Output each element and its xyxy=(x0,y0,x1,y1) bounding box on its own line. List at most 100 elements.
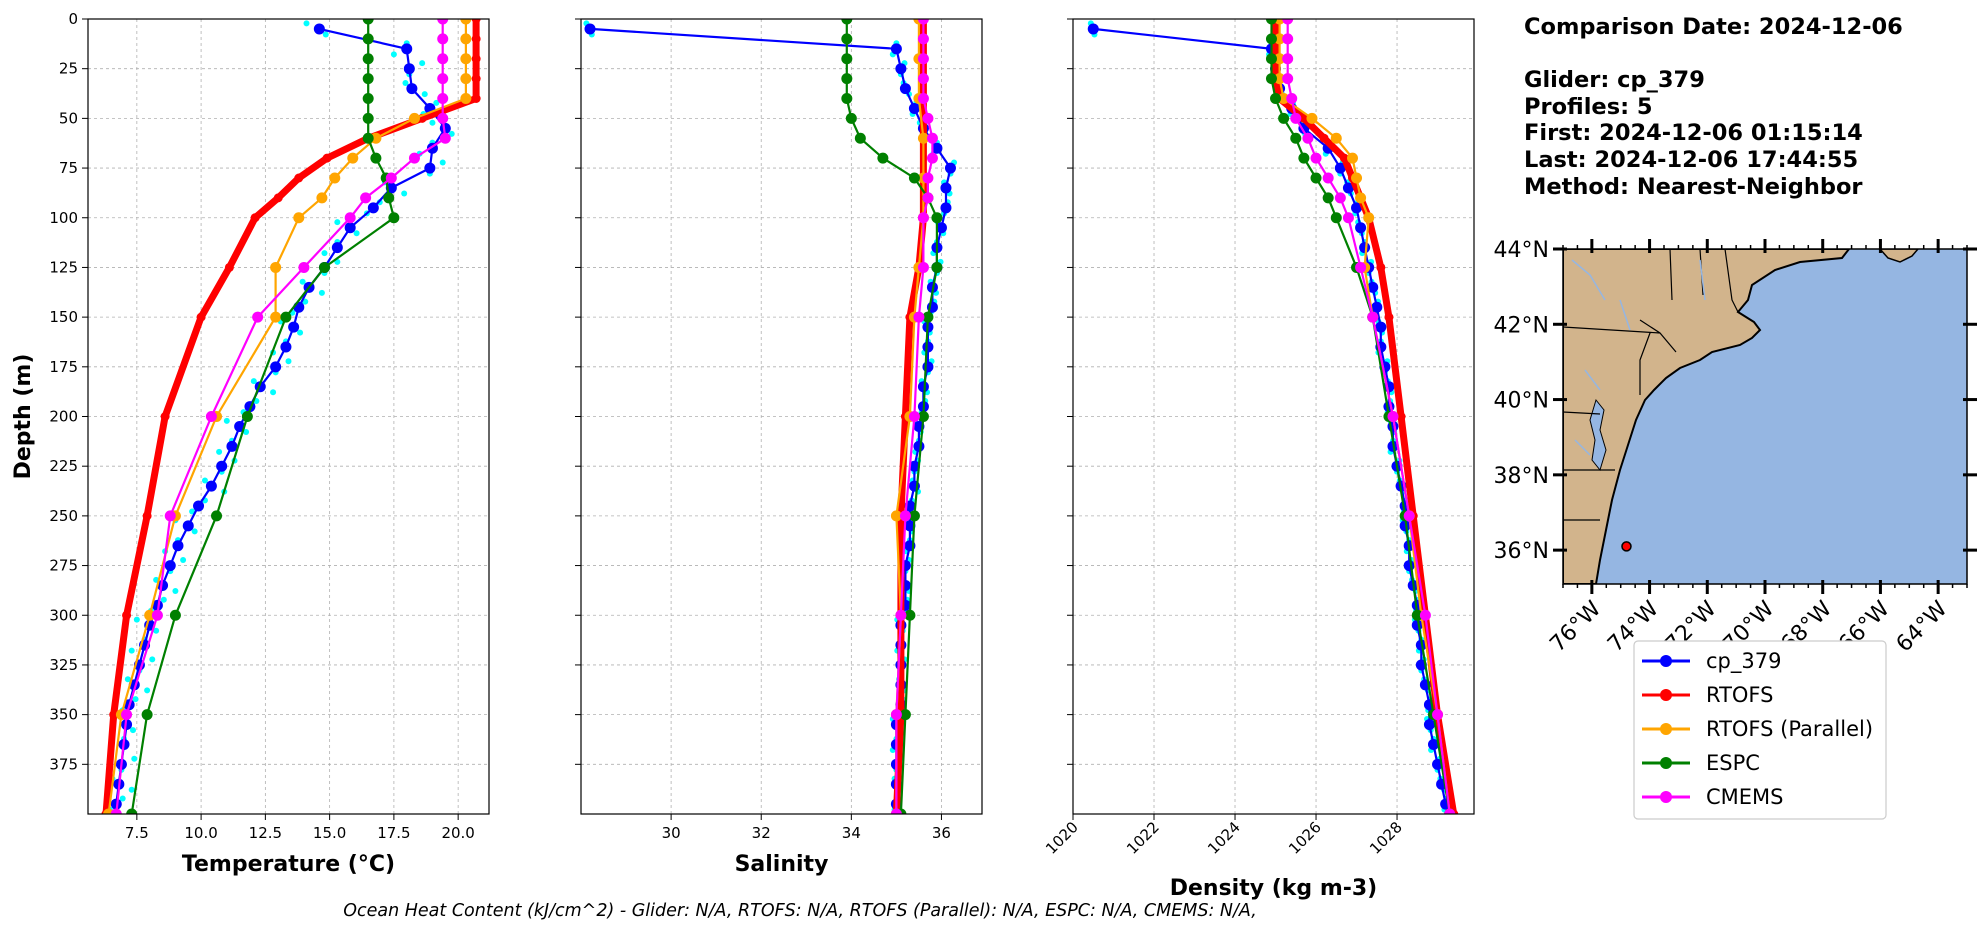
series-point xyxy=(917,73,929,85)
series-point xyxy=(908,460,920,472)
series-point xyxy=(329,172,341,184)
series-point xyxy=(908,510,920,522)
glider-raw-point xyxy=(129,727,136,734)
last-time: Last: 2024-12-06 17:44:55 xyxy=(1524,146,1859,173)
series-point xyxy=(160,412,170,421)
glider-raw-point xyxy=(322,31,329,38)
series-point xyxy=(841,33,853,45)
series-point xyxy=(331,242,343,254)
x-tick-label: 30 xyxy=(662,824,681,842)
series-point xyxy=(211,510,223,522)
series-point xyxy=(471,19,481,24)
series-point xyxy=(288,321,300,333)
series-point xyxy=(1310,152,1322,164)
series-point xyxy=(1334,162,1346,174)
series-point xyxy=(193,500,205,512)
series-point xyxy=(922,311,934,323)
series-point xyxy=(471,54,481,64)
x-tick-label: 1028 xyxy=(1366,818,1406,858)
series-point xyxy=(854,132,866,144)
glider-raw-point xyxy=(390,51,397,58)
glider-raw-point xyxy=(216,448,223,455)
y-tick-label: 50 xyxy=(59,109,78,127)
series-point xyxy=(1367,311,1379,323)
glider-raw-point xyxy=(439,159,446,166)
series-point xyxy=(922,361,934,373)
series-point xyxy=(270,311,282,323)
series-point xyxy=(362,73,374,85)
series-point xyxy=(362,33,374,45)
legend-marker xyxy=(1660,723,1672,735)
series-point xyxy=(1282,33,1294,45)
series-point xyxy=(1322,192,1334,204)
series-point xyxy=(922,112,934,124)
series-point xyxy=(908,172,920,184)
series-point xyxy=(241,411,253,422)
legend-label: RTOFS (Parallel) xyxy=(1706,717,1873,741)
series-point xyxy=(908,411,920,422)
map-rivers xyxy=(1571,259,1706,456)
glider-raw-point xyxy=(128,786,135,793)
series-point xyxy=(109,710,119,720)
series-point xyxy=(122,610,132,620)
series-point xyxy=(1403,510,1415,522)
series-point xyxy=(890,709,902,721)
glider-raw-point xyxy=(285,358,292,365)
series-point xyxy=(370,132,382,144)
glider-raw-point xyxy=(429,119,436,126)
series-point xyxy=(144,609,156,621)
glider-raw-point xyxy=(334,219,341,226)
glider-raw-point xyxy=(353,230,360,237)
series-point xyxy=(1282,73,1294,85)
series-point xyxy=(917,19,929,25)
glider-raw-point xyxy=(303,20,310,27)
series-point xyxy=(1342,182,1354,194)
series-point xyxy=(293,212,305,224)
series-point xyxy=(890,510,902,522)
series-point xyxy=(1322,172,1334,184)
series-point xyxy=(841,53,853,65)
glider-raw-point xyxy=(302,298,309,305)
series-point xyxy=(388,212,400,224)
plot-area xyxy=(101,19,481,814)
panel-3: 1020 1022 1024 1026 1028 Density (kg m-3) xyxy=(1042,18,1475,901)
ohc-footer: Ocean Heat Content (kJ/cm^2) - Glider: N… xyxy=(343,901,1257,921)
series-point xyxy=(367,202,379,214)
y-tick-label: 150 xyxy=(49,308,78,326)
series-point xyxy=(1265,73,1277,85)
glider-raw-point xyxy=(153,627,160,634)
series-point xyxy=(252,311,264,323)
legend-label: RTOFS xyxy=(1706,683,1773,707)
glider-raw-point xyxy=(433,99,440,106)
series-point xyxy=(460,33,472,45)
series-point xyxy=(845,112,857,124)
x-tick-label: 34 xyxy=(842,824,861,842)
series-point xyxy=(437,93,449,104)
series-point xyxy=(1339,153,1349,163)
series-point xyxy=(584,23,596,35)
series-point xyxy=(1265,19,1277,25)
series-point xyxy=(940,202,952,214)
series-point xyxy=(926,132,938,144)
series-point xyxy=(460,93,472,104)
series-point xyxy=(360,192,372,204)
x-axis-label: Density (kg m-3) xyxy=(1170,876,1378,901)
glider-raw-point xyxy=(160,596,167,603)
series-point xyxy=(931,142,943,154)
x-tick-label: 1022 xyxy=(1123,818,1163,858)
series-point xyxy=(151,609,163,621)
map-land xyxy=(1563,249,1851,584)
series-point xyxy=(141,709,153,721)
series-point xyxy=(169,609,181,621)
series-point xyxy=(926,152,938,164)
first-time: First: 2024-12-06 01:15:14 xyxy=(1524,120,1863,147)
glider-raw-point xyxy=(270,389,277,396)
plot-area xyxy=(583,19,958,814)
series-point xyxy=(1355,261,1367,273)
series-point xyxy=(1411,609,1423,621)
series-point xyxy=(922,192,934,204)
series-point xyxy=(318,261,330,273)
legend-marker xyxy=(1660,757,1672,769)
series-point xyxy=(1274,53,1286,65)
